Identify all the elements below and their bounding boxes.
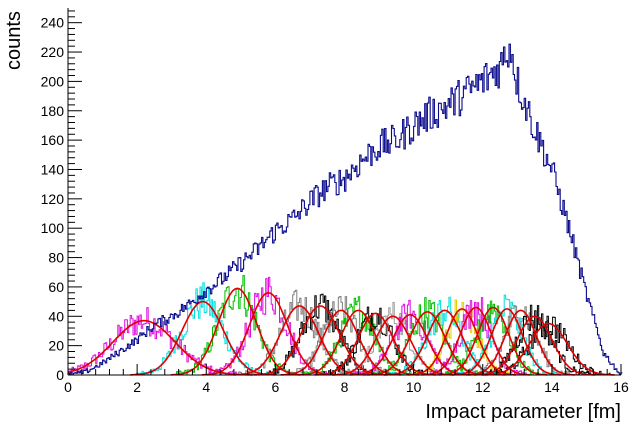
gaussian-fit-20	[481, 322, 615, 376]
gaussian-fit-15	[421, 306, 530, 376]
peak-histogram-17	[457, 294, 559, 376]
x-tick-label: 16	[613, 379, 629, 395]
x-tick-label: 4	[202, 379, 210, 395]
y-axis-label: counts	[3, 11, 25, 70]
x-tick-label: 0	[64, 379, 72, 395]
peak-histograms	[67, 275, 611, 376]
y-tick-label: 120	[41, 191, 65, 207]
peak-histogram-19	[478, 304, 592, 376]
x-tick-label: 12	[475, 379, 491, 395]
y-ticks: 0 20 40 60 80 100 120 140 160 180 200 220 240	[41, 10, 82, 383]
y-tick-label: 40	[48, 308, 64, 324]
x-tick-label: 8	[341, 379, 349, 395]
y-tick-label: 60	[48, 279, 64, 295]
gaussian-fit-6	[253, 305, 387, 376]
y-tick-label: 180	[41, 103, 65, 119]
x-tick-label: 14	[544, 379, 560, 395]
y-tick-label: 20	[48, 338, 64, 354]
peak-histogram-20	[487, 315, 611, 376]
y-tick-label: 200	[41, 73, 65, 89]
y-tick-label: 240	[41, 15, 65, 31]
gaussian-fit-10	[332, 315, 454, 376]
x-tick-label: 10	[406, 379, 422, 395]
x-ticks: 0 2 4 6 8 10 12 14 16	[64, 364, 629, 395]
gaussian-fit-14	[407, 308, 517, 376]
x-axis-label: Impact parameter [fm]	[425, 401, 621, 423]
gaussian-fit-9	[314, 312, 437, 376]
peak-histogram-2	[135, 282, 270, 376]
y-tick-label: 220	[41, 44, 65, 60]
gaussian-fit-4	[201, 292, 335, 376]
gaussian-fit-16	[438, 306, 548, 376]
gaussian-fit-2	[130, 300, 276, 376]
gaussian-fit-19	[474, 315, 596, 376]
gaussian-fit-17	[452, 308, 561, 376]
gaussian-fit-1	[67, 319, 253, 376]
gaussian-fit-11	[349, 314, 471, 376]
y-tick-label: 0	[56, 367, 64, 383]
total-distribution	[67, 43, 623, 376]
gaussian-fit-12	[366, 311, 489, 376]
y-tick-label: 160	[41, 132, 65, 148]
gaussian-fit-7	[280, 309, 402, 376]
y-tick-label: 140	[41, 161, 65, 177]
y-tick-label: 100	[41, 220, 65, 236]
peak-histogram-11	[354, 299, 467, 376]
gaussian-fit-5	[233, 305, 366, 376]
gaussian-fit-8	[297, 309, 419, 376]
gaussian-fits	[67, 287, 615, 376]
x-tick-label: 6	[271, 379, 279, 395]
x-tick-label: 2	[133, 379, 141, 395]
y-tick-label: 80	[48, 250, 64, 266]
gaussian-fit-18	[466, 309, 575, 376]
total-histogram	[67, 43, 623, 376]
